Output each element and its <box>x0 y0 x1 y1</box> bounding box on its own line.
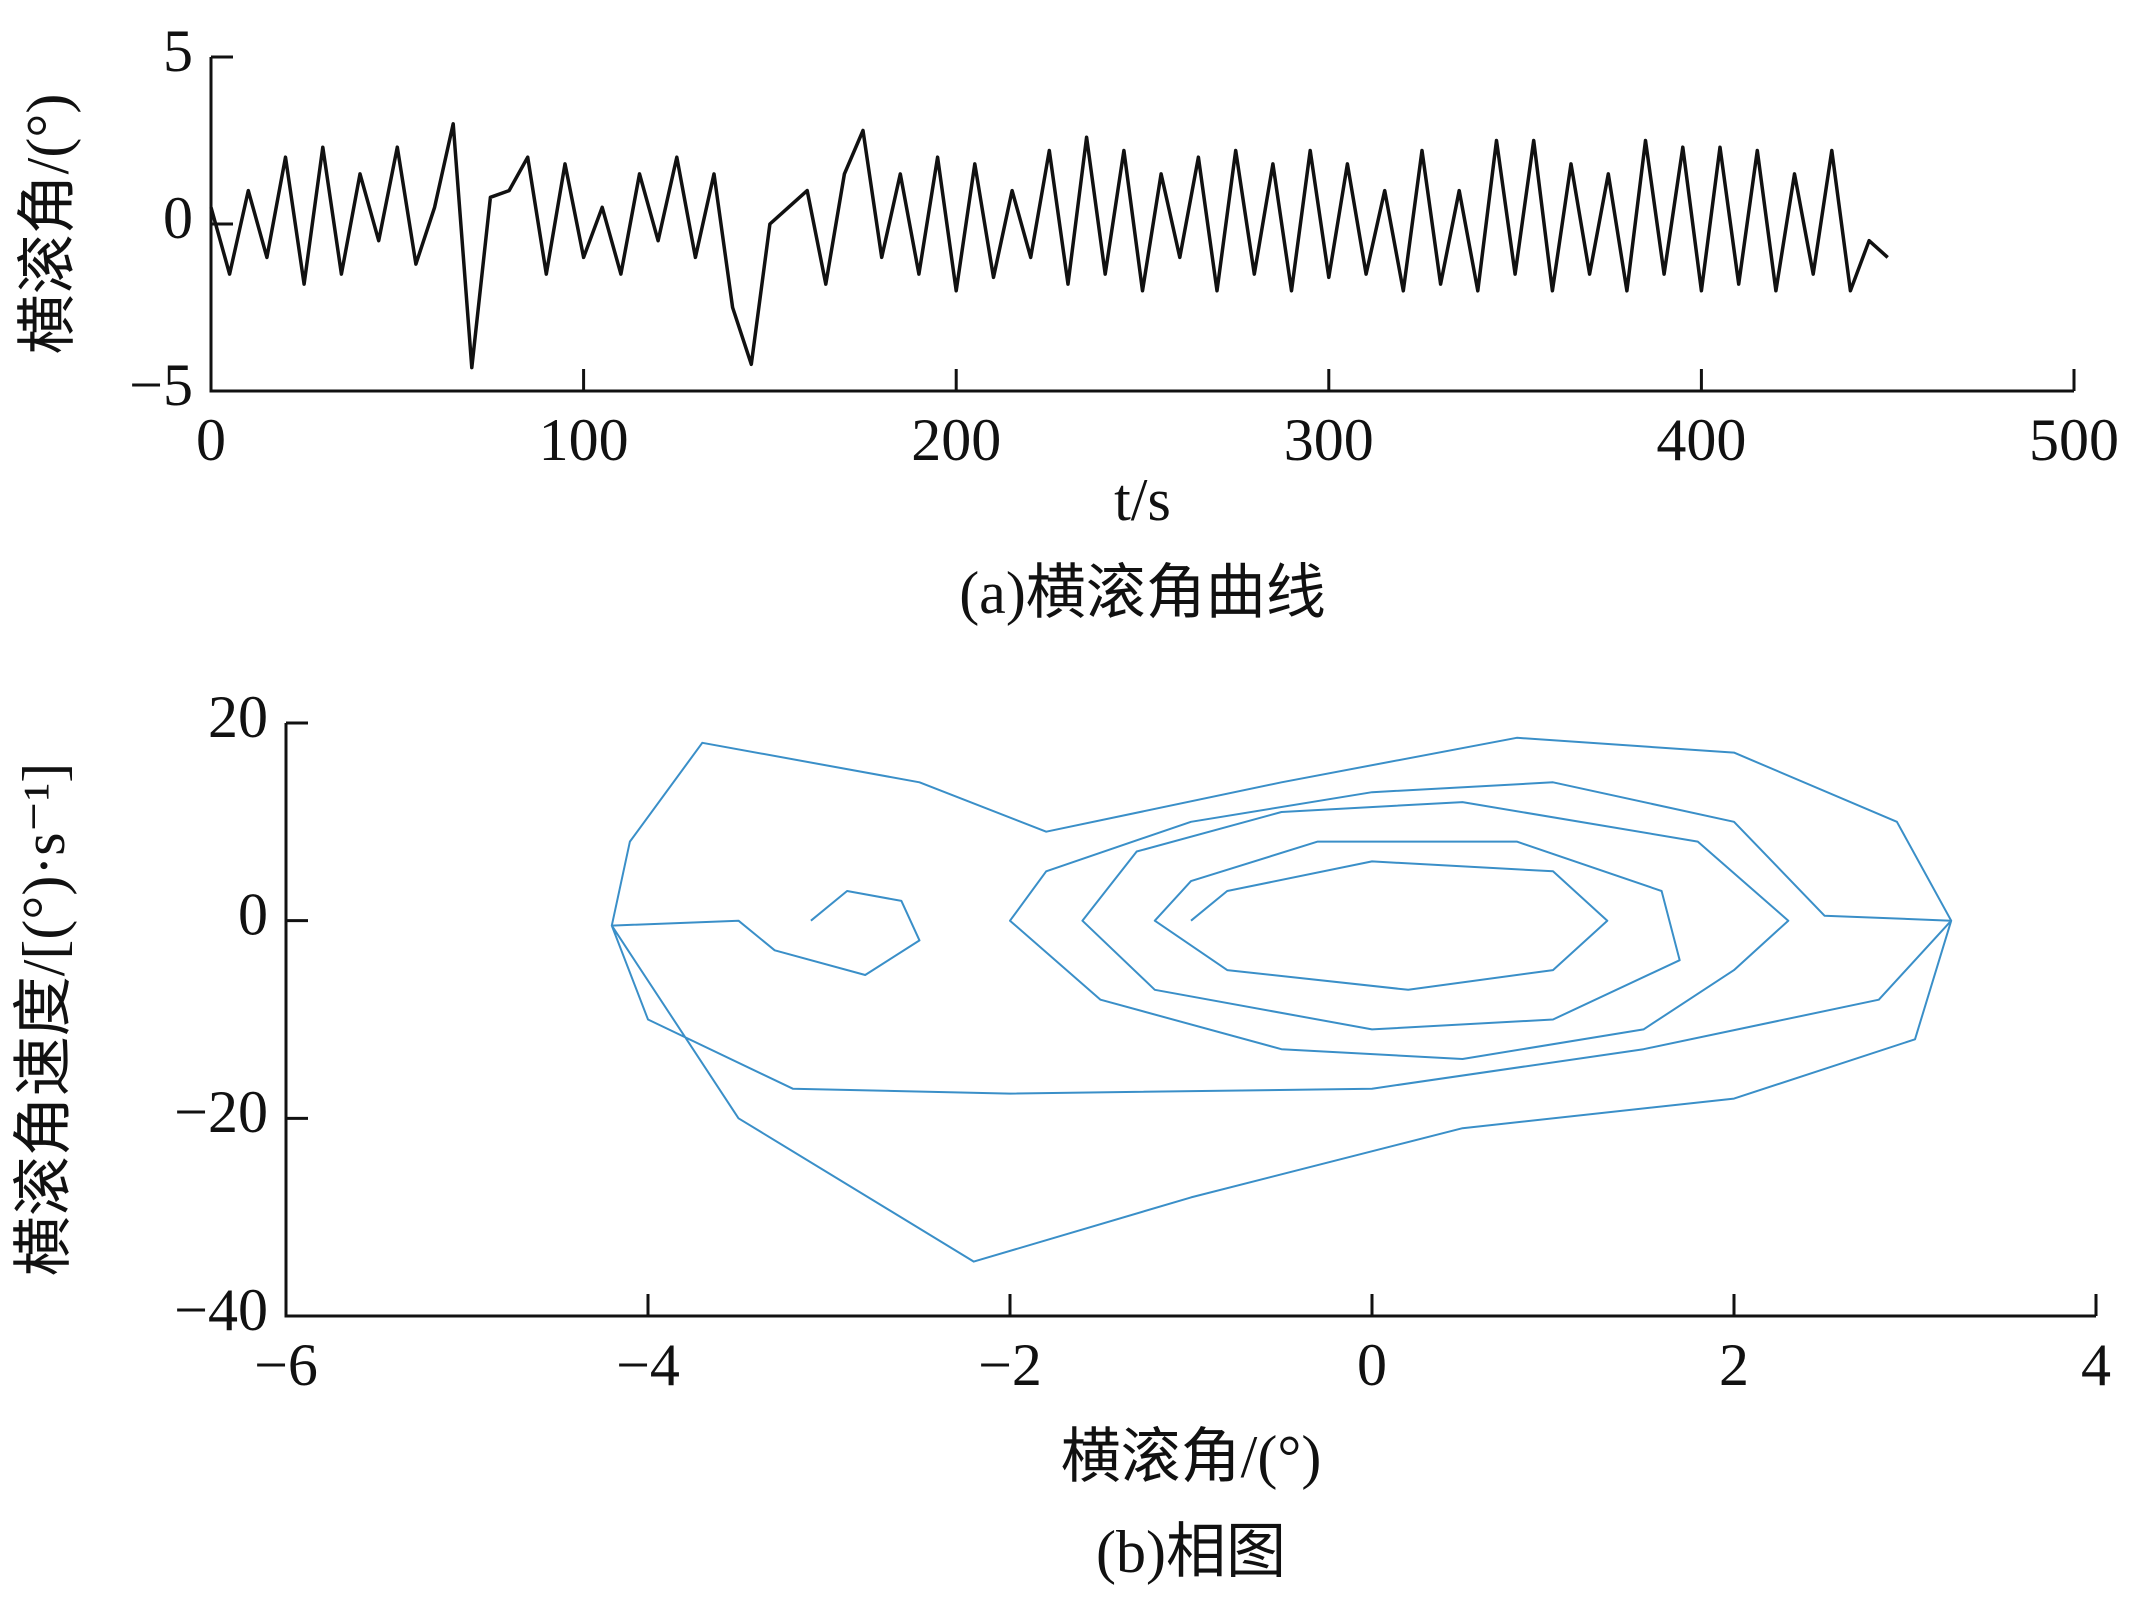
x-tick-label: 500 <box>2029 407 2119 473</box>
y-axis-label: 横滚角/(°) <box>15 94 81 355</box>
chart-title: (a)横滚角曲线 <box>959 560 1326 626</box>
y-tick-label: 5 <box>163 18 193 84</box>
x-tick-label: −4 <box>616 1332 680 1398</box>
data-line <box>209 122 1889 370</box>
x-tick-label: 200 <box>911 407 1001 473</box>
y-axis-label: 横滚角速度/[(°)·s⁻¹] <box>11 763 77 1277</box>
x-axis-label: t/s <box>1114 467 1171 533</box>
chart-title: (b)相图 <box>1096 1519 1286 1585</box>
x-tick-label: 100 <box>539 407 629 473</box>
x-axis-label: 横滚角/(°) <box>1061 1424 1322 1490</box>
data-line <box>610 736 1953 1263</box>
x-tick-label: 2 <box>1719 1332 1749 1398</box>
x-tick-label: −6 <box>254 1332 318 1398</box>
y-tick-label: 0 <box>238 881 268 947</box>
x-tick-label: 400 <box>1656 407 1746 473</box>
x-tick-label: 4 <box>2081 1332 2111 1398</box>
x-tick-label: 300 <box>1284 407 1374 473</box>
axes <box>209 57 2074 393</box>
x-tick-label: 0 <box>196 407 226 473</box>
y-tick-label: 0 <box>163 185 193 251</box>
x-tick-label: 0 <box>1357 1332 1387 1398</box>
y-tick-label: −20 <box>174 1079 268 1145</box>
y-tick-label: −40 <box>174 1277 268 1343</box>
axes <box>284 723 2096 1318</box>
y-tick-label: −5 <box>129 352 193 418</box>
x-tick-label: −2 <box>978 1332 1042 1398</box>
y-tick-label: 20 <box>208 684 268 750</box>
